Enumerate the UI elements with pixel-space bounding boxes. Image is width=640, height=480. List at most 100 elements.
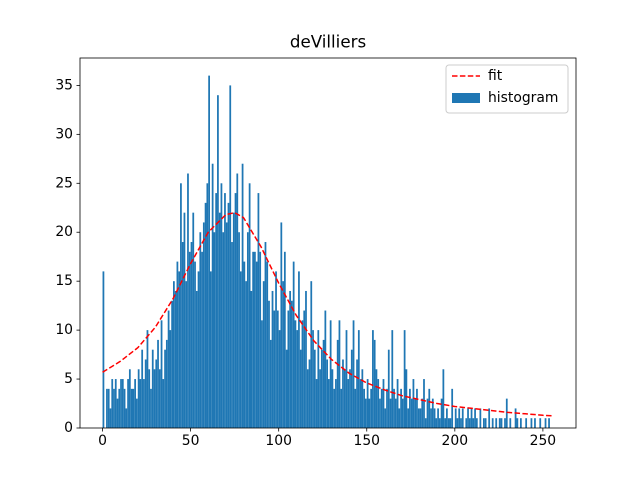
histogram-bar	[458, 408, 461, 428]
histogram-bar	[220, 183, 223, 428]
histogram-bar	[361, 369, 364, 428]
histogram-bar	[132, 388, 135, 428]
histogram-bar	[460, 418, 462, 428]
histogram-bar	[412, 379, 415, 428]
histogram-bar	[386, 388, 388, 428]
histogram-bar	[283, 251, 286, 428]
histogram-bar	[444, 418, 447, 428]
histogram-bar	[158, 369, 161, 428]
histogram-bar	[472, 418, 475, 428]
x-tick-label: 0	[98, 433, 107, 449]
histogram-bar	[525, 418, 528, 428]
histogram-bar	[171, 300, 173, 428]
histogram-bar	[164, 349, 166, 428]
y-tick-label: 25	[55, 175, 73, 191]
histogram-bar	[250, 290, 253, 428]
histogram-bar	[298, 271, 300, 428]
histogram-bar	[343, 369, 346, 428]
histogram-bar	[442, 369, 445, 428]
histogram-bar	[218, 212, 221, 428]
histogram-bar	[461, 408, 464, 428]
histogram-bar	[368, 398, 371, 428]
histogram-bar	[144, 359, 147, 428]
histogram-bar	[534, 418, 536, 428]
histogram-bar	[484, 418, 487, 428]
histogram-bar	[423, 379, 425, 428]
histogram-bar	[447, 418, 450, 428]
histogram-bar	[421, 398, 424, 428]
histogram-bar	[269, 339, 272, 428]
histogram-bar	[384, 408, 387, 428]
histogram-bar	[451, 388, 454, 428]
histogram-bar	[127, 379, 129, 428]
histogram-bar	[190, 242, 193, 428]
histogram-bar	[488, 408, 491, 428]
histogram-bar	[364, 398, 367, 428]
histogram-bar	[273, 310, 276, 428]
histogram-bar	[128, 369, 131, 428]
histogram-bar	[375, 369, 378, 428]
histogram-bar	[261, 320, 263, 428]
histogram-bar	[202, 222, 205, 428]
histogram-bar	[213, 232, 216, 428]
histogram-bar	[157, 339, 159, 428]
histogram-bar	[282, 281, 284, 428]
histogram-bar	[313, 349, 316, 428]
histogram-bar	[530, 418, 533, 428]
histogram-bar	[162, 379, 165, 428]
histogram-bar	[206, 183, 209, 428]
histogram-bar	[245, 281, 247, 428]
histogram-bar	[504, 418, 506, 428]
histogram-bar	[289, 290, 292, 428]
histogram-bar	[317, 330, 320, 428]
histogram-bar	[211, 163, 214, 428]
histogram-bar	[308, 359, 311, 428]
histogram-bar	[428, 388, 431, 428]
histogram-bar	[446, 408, 448, 428]
legend-label: fit	[488, 68, 503, 84]
histogram-bar	[215, 193, 218, 428]
histogram-bar	[153, 369, 156, 428]
histogram-bar	[539, 418, 542, 428]
y-tick-label: 20	[55, 224, 73, 240]
histogram-bar	[331, 369, 334, 428]
histogram-bar	[519, 418, 522, 428]
histogram-bar	[192, 212, 195, 428]
histogram-bar	[352, 320, 355, 428]
histogram-bar	[500, 418, 503, 428]
histogram-bar	[312, 330, 314, 428]
histogram-bar	[426, 398, 429, 428]
histogram-bar	[227, 202, 230, 428]
histogram-bar	[209, 271, 212, 428]
histogram-bar	[296, 330, 299, 428]
legend-label: histogram	[488, 90, 558, 106]
histogram-bar	[431, 398, 434, 428]
histogram-bar	[516, 418, 519, 428]
histogram-bar	[208, 75, 210, 428]
histogram-bar	[299, 349, 302, 428]
histogram-bar	[301, 320, 304, 428]
histogram-bar	[204, 202, 207, 428]
histogram-bar	[380, 388, 383, 428]
histogram-bar	[467, 408, 469, 428]
y-tick-label: 35	[55, 77, 73, 93]
histogram-bar	[357, 330, 360, 428]
histogram-bar	[491, 418, 494, 428]
histogram-bar	[160, 320, 163, 428]
histogram-bar	[403, 330, 406, 428]
histogram-bar	[303, 310, 306, 428]
histogram-bar	[276, 310, 279, 428]
histogram-bar	[468, 418, 471, 428]
histogram-bar	[372, 330, 374, 428]
histogram-bar	[257, 193, 260, 428]
histogram-bar	[287, 310, 290, 428]
histogram-bar	[437, 408, 439, 428]
histogram-bar	[174, 290, 177, 428]
histogram-bar	[340, 388, 343, 428]
histogram-bar	[398, 408, 401, 428]
histogram-bar	[236, 173, 239, 428]
histogram-bar	[146, 330, 149, 428]
histogram-bar	[391, 330, 394, 428]
histogram-bar	[438, 418, 441, 428]
